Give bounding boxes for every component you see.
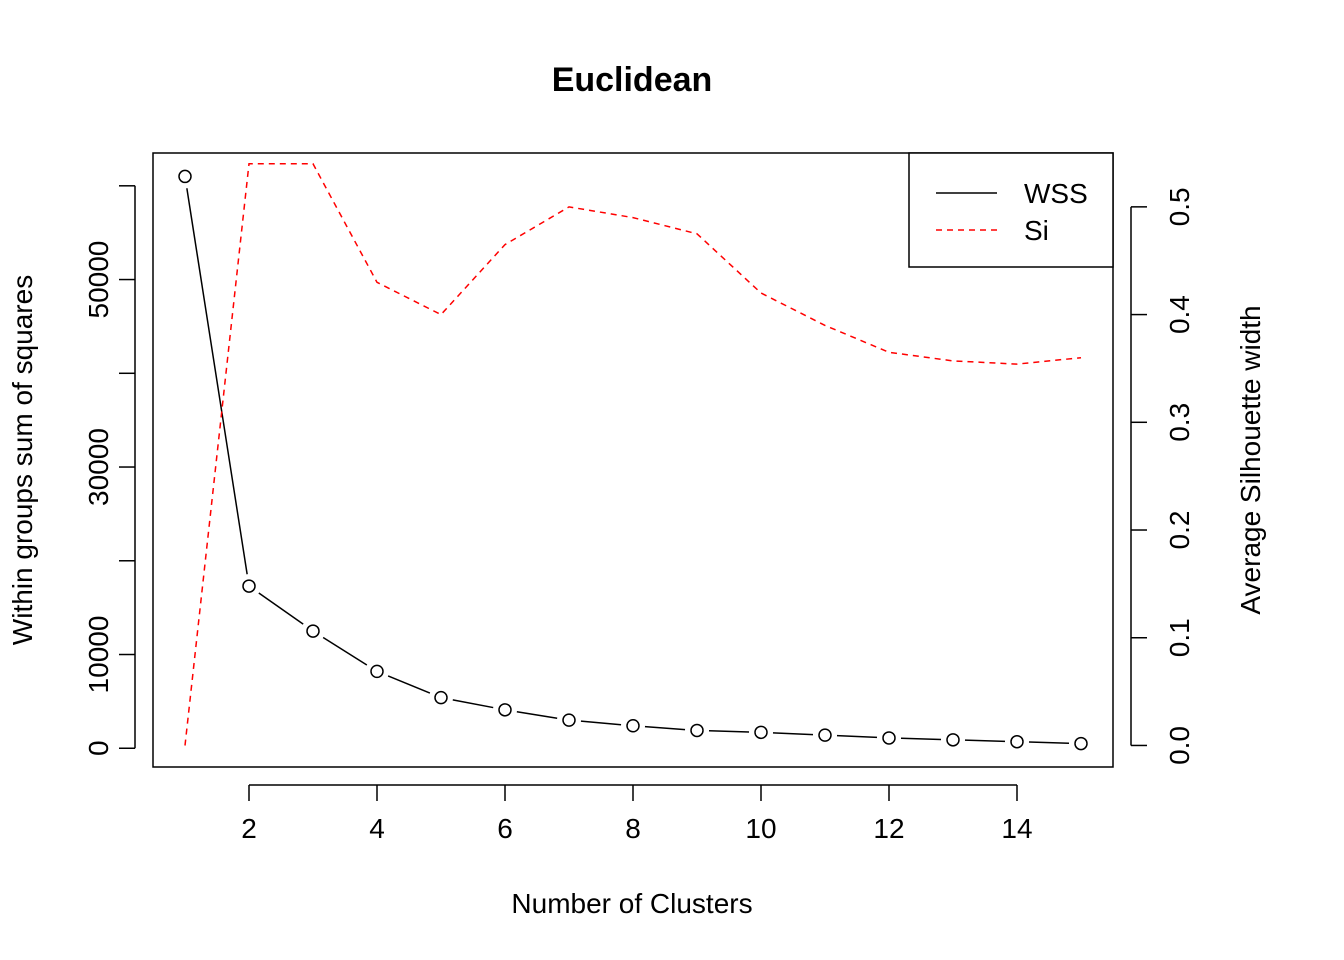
y-left-tick-label-30000: 30000 [83, 428, 114, 506]
series-wss-point [1074, 736, 1088, 751]
legend-box [908, 152, 1114, 268]
x-tick-label-2: 2 [241, 813, 257, 844]
series-wss-point [178, 169, 192, 184]
plot-area-frame [152, 152, 1114, 768]
y-left-tick-label-10000: 10000 [83, 616, 114, 694]
series-wss-segment [186, 188, 248, 575]
series-wss-segment [1028, 741, 1070, 744]
y-right-tick-label-2: 0.2 [1164, 511, 1195, 550]
x-axis: 2 4 6 8 10 12 14 [241, 784, 1033, 844]
x-tick-label-8: 8 [625, 813, 641, 844]
y-axis-right: 0.0 0.1 0.2 0.3 0.4 0.5 [1130, 187, 1195, 765]
series-wss-point [242, 579, 256, 593]
series-wss-point [754, 725, 768, 740]
series-wss-point [1010, 734, 1024, 749]
series-wss-point [370, 664, 384, 679]
series-wss-segment [516, 710, 558, 719]
series-wss-point [818, 728, 832, 742]
x-axis-label: Number of Clusters [511, 888, 752, 919]
series-wss-point [498, 703, 512, 717]
y-right-tick-label-3: 0.3 [1164, 403, 1195, 442]
series-wss-segment [644, 725, 686, 731]
y-axis-label-left: Within groups sum of squares [7, 275, 38, 645]
series-wss-segment [900, 737, 942, 741]
series-wss-segment [322, 636, 368, 666]
series-layer [178, 163, 1088, 751]
y-axis-left: 0 10000 30000 50000 [83, 185, 136, 756]
y-right-tick-label-0: 0.0 [1164, 726, 1195, 765]
series-wss-point [882, 731, 896, 745]
series-wss-segment [452, 699, 494, 709]
series-si-line [184, 163, 1082, 746]
series-wss-point [626, 719, 640, 733]
series-wss-point [306, 624, 320, 638]
y-left-tick-label-50000: 50000 [83, 241, 114, 319]
series-wss-segment [836, 734, 878, 739]
legend-label-wss: WSS [1024, 178, 1088, 209]
y-right-tick-label-4: 0.4 [1164, 295, 1195, 334]
x-tick-label-6: 6 [497, 813, 513, 844]
x-tick-label-14: 14 [1001, 813, 1032, 844]
series-wss-segment [964, 739, 1006, 743]
series-wss-point [434, 690, 448, 705]
chart-title: Euclidean [552, 61, 713, 99]
y-axis-label-right: Average Silhouette width [1235, 305, 1266, 614]
x-tick-label-12: 12 [873, 813, 904, 844]
y-right-tick-label-5: 0.5 [1164, 187, 1195, 226]
series-wss-segment [387, 675, 431, 694]
series-wss-segment [708, 730, 750, 733]
y-left-tick-label-0: 0 [83, 740, 114, 756]
series-wss-point [946, 733, 960, 747]
series-wss-point [690, 723, 704, 738]
series-wss-segment [258, 592, 304, 625]
series-wss-segment [580, 720, 622, 726]
series-wss-segment [772, 732, 814, 736]
series-wss-point [562, 713, 576, 727]
legend-label-si: Si [1024, 215, 1049, 246]
legend: WSS Si [908, 152, 1114, 268]
y-right-tick-label-1: 0.1 [1164, 618, 1195, 657]
x-tick-label-4: 4 [369, 813, 385, 844]
x-tick-label-10: 10 [745, 813, 776, 844]
